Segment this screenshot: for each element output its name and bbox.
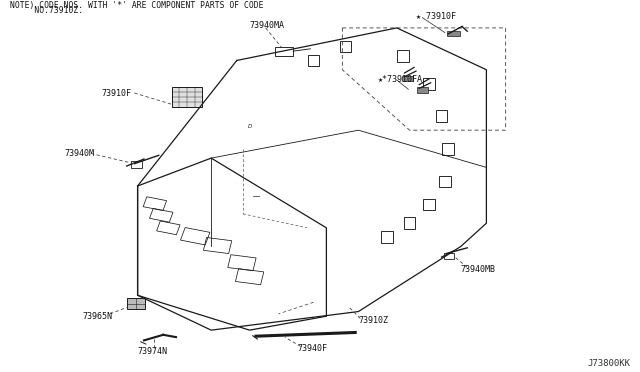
Text: 73940MA: 73940MA xyxy=(250,21,285,30)
Text: 73910Z: 73910Z xyxy=(358,316,388,326)
Text: NO.73910Z.: NO.73910Z. xyxy=(10,6,83,15)
Polygon shape xyxy=(447,31,460,36)
Text: ★*73910FA: ★*73910FA xyxy=(378,74,422,84)
Text: 73910F: 73910F xyxy=(101,89,131,97)
Text: 73965N: 73965N xyxy=(82,312,112,321)
Text: 73940MB: 73940MB xyxy=(461,265,496,274)
Text: 73940F: 73940F xyxy=(298,344,328,353)
Polygon shape xyxy=(402,76,413,81)
Text: 73940M: 73940M xyxy=(64,149,94,158)
Polygon shape xyxy=(417,87,428,93)
Text: 73974N: 73974N xyxy=(138,347,168,356)
Text: NOTE) CODE NOS. WITH '*' ARE COMPONENT PARTS OF CODE: NOTE) CODE NOS. WITH '*' ARE COMPONENT P… xyxy=(10,1,263,10)
Polygon shape xyxy=(172,87,202,107)
Text: J73800KK: J73800KK xyxy=(588,359,630,368)
Polygon shape xyxy=(127,298,145,309)
Text: D: D xyxy=(248,124,252,129)
Text: ★ 73910F: ★ 73910F xyxy=(416,12,456,21)
